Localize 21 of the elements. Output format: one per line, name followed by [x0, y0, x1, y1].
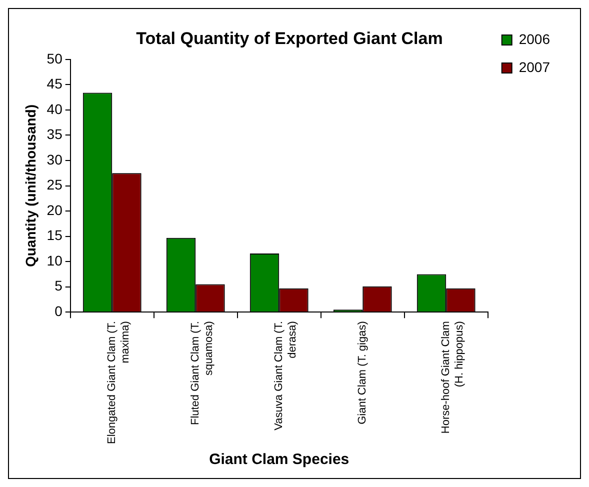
legend-label: 2007: [518, 58, 550, 75]
y-tick-label: 40: [46, 100, 63, 117]
y-tick-label: 0: [54, 302, 63, 319]
chart-title: Total Quantity of Exported Giant Clam: [136, 28, 443, 48]
x-tick-label: Elongated Giant Clam (T. maxima): [106, 321, 132, 444]
y-tick-label: 35: [46, 126, 63, 142]
y-tick-label: 30: [46, 151, 63, 168]
legend-label: 2006: [518, 30, 550, 47]
y-tick-label: 10: [46, 252, 63, 268]
y-axis-title: Quantity (unit/thousand): [22, 104, 38, 268]
x-tick-label: Vasuva Giant Clam (T. derasa): [273, 321, 298, 430]
x-tick-label: Giant Clam (T. gigas): [356, 321, 369, 424]
x-tick-label: Horse-hoof Giant Clam (H. hippopus): [440, 321, 466, 434]
y-tick-label: 5: [54, 278, 63, 294]
y-tick-label: 15: [46, 227, 63, 244]
y-tick-label: 25: [46, 176, 63, 193]
y-tick-label: 45: [46, 76, 63, 92]
x-axis-title: Giant Clam Species: [209, 451, 350, 468]
y-tick-label: 50: [46, 50, 63, 66]
y-tick-label: 20: [46, 202, 63, 218]
x-tick-label: Fluted Giant Clam (T. squamosa): [190, 321, 215, 426]
